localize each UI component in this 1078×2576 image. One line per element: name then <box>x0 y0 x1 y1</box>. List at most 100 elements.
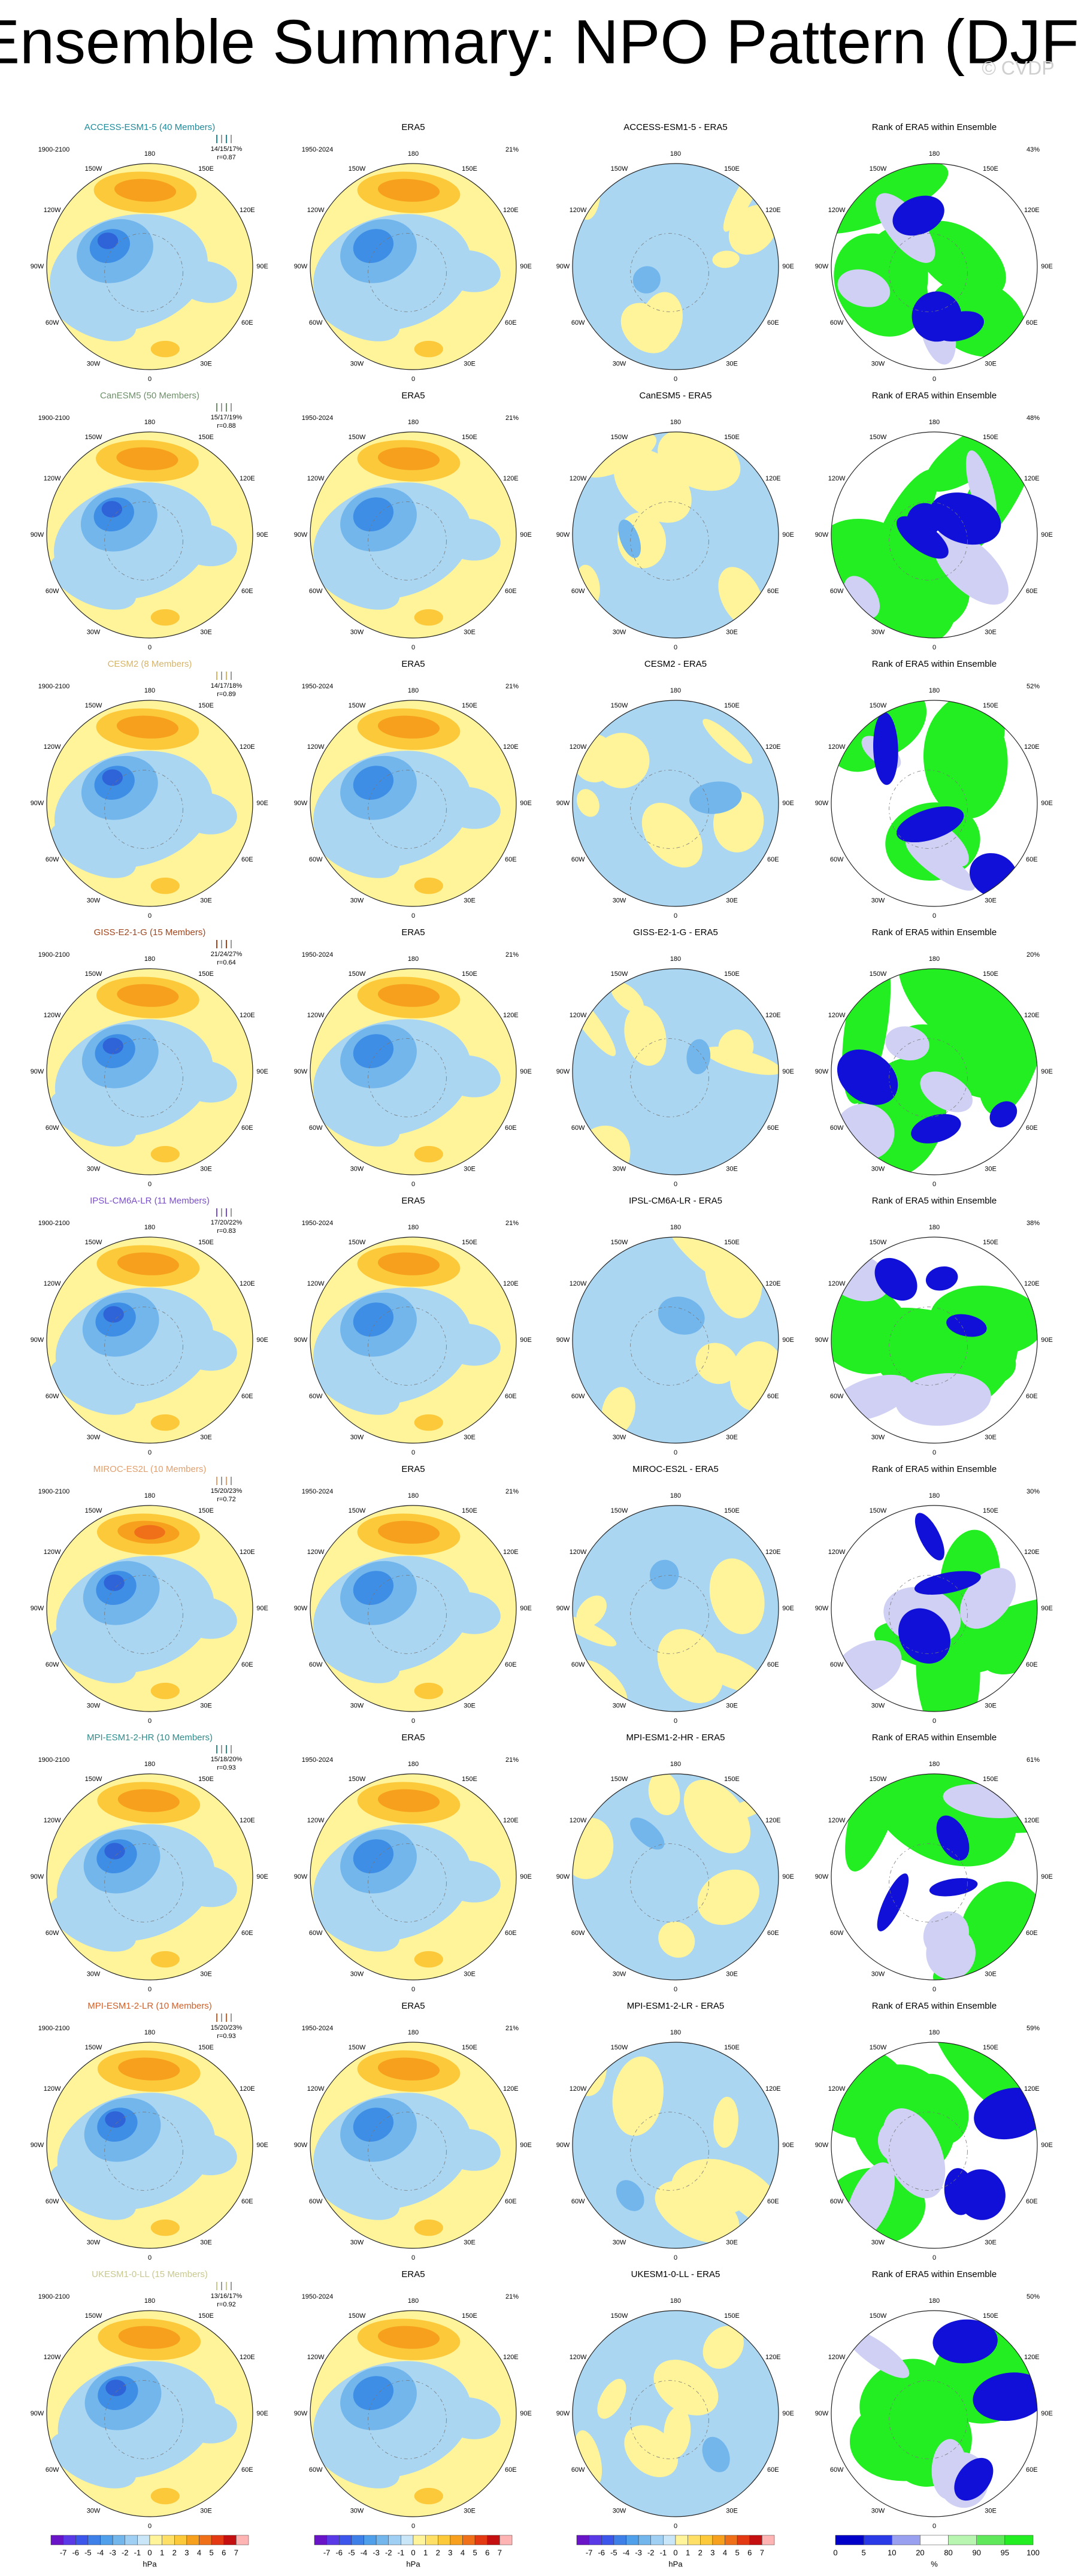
lon-label: 180 <box>408 2029 419 2036</box>
map-shade <box>689 781 742 814</box>
map-shade <box>973 2372 1037 2421</box>
colorbar-label: -7 <box>323 2548 331 2557</box>
lon-label: 90E <box>256 1605 268 1612</box>
map-shade <box>702 2326 744 2369</box>
stats: 14/17/18% <box>211 682 243 690</box>
percent: 21% <box>505 1488 519 1495</box>
lon-label: 120W <box>44 2354 61 2361</box>
lon-label: 30W <box>350 2508 364 2515</box>
lon-label: 30E <box>200 629 212 636</box>
lon-label: 0 <box>148 644 152 651</box>
map-shade <box>377 1789 440 1812</box>
map-shade <box>50 1626 137 1683</box>
lon-label: 60W <box>830 2466 844 2474</box>
lon-label: 30W <box>87 1971 101 1978</box>
coast-hint <box>630 1843 709 1922</box>
panel-title: Rank of ERA5 within Ensemble <box>872 2269 997 2279</box>
colorbar-box <box>413 2535 426 2545</box>
map <box>310 969 516 1175</box>
corr: r=0.89 <box>217 691 236 698</box>
lon-label: 120W <box>828 743 846 751</box>
panel-title: CanESM5 (50 Members) <box>100 391 199 401</box>
lon-label: 30E <box>464 1166 476 1173</box>
lon-label: 120W <box>44 475 61 482</box>
lon-label: 180 <box>670 2029 681 2036</box>
lon-label: 60W <box>830 2198 844 2205</box>
lon-label: 180 <box>144 419 155 426</box>
coast-hint <box>368 2380 447 2459</box>
map-shade <box>377 1520 440 1544</box>
panel-title: ERA5 <box>401 1196 425 1206</box>
map-shade <box>957 2169 1006 2220</box>
lon-label: 60E <box>505 1393 517 1400</box>
lon-label: 150W <box>349 1776 366 1783</box>
panel-title: Rank of ERA5 within Ensemble <box>872 1464 997 1474</box>
lon-label: 60E <box>767 2198 779 2205</box>
lon-label: 60W <box>309 588 323 595</box>
lon-label: 120E <box>765 1817 781 1824</box>
lon-label: 120E <box>1024 475 1040 482</box>
lon-label: 0 <box>932 376 936 383</box>
lon-label: 120E <box>503 1012 519 1019</box>
lon-label: 30W <box>871 361 885 368</box>
lon-label: 120W <box>570 2085 587 2093</box>
lon-label: 60W <box>830 1930 844 1937</box>
colorbar-box <box>712 2535 725 2545</box>
percent: 61% <box>1026 1756 1040 1764</box>
colorbar-label: 5 <box>862 2548 866 2557</box>
lon-label: 60E <box>1026 1393 1038 1400</box>
lon-label: 30E <box>200 1166 212 1173</box>
map-shade <box>573 969 779 1175</box>
lon-label: 90W <box>556 2142 570 2149</box>
lon-label: 90W <box>556 263 570 270</box>
map-shade <box>573 1615 617 1647</box>
years: 1950-2024 <box>302 1220 334 1227</box>
lon-label: 90E <box>1041 531 1053 539</box>
map-shade <box>929 492 1001 545</box>
colorbar-label: 20 <box>916 2548 924 2557</box>
stats: 15/17/19% <box>211 414 243 421</box>
years: 1950-2024 <box>302 2293 334 2300</box>
map-shade <box>915 220 1006 299</box>
colorbar-label: 5 <box>735 2548 740 2557</box>
lon-label: 120W <box>828 2085 846 2093</box>
map-border <box>572 431 779 639</box>
lon-label: 180 <box>929 2297 940 2305</box>
lon-label: 30W <box>350 1703 364 1710</box>
colorbar-label: -2 <box>647 2548 655 2557</box>
lon-label: 0 <box>148 2523 152 2530</box>
lon-label: 180 <box>929 1492 940 1499</box>
coast-hint <box>630 2112 709 2191</box>
lon-label: 90E <box>782 800 794 807</box>
lon-label: 0 <box>148 1181 152 1188</box>
colorbar-label: 80 <box>944 2548 952 2557</box>
lon-label: 120W <box>570 475 587 482</box>
lon-label: 150E <box>983 2044 998 2051</box>
map-shade <box>50 553 137 610</box>
panel-title: MIROC-ES2L (10 Members) <box>93 1464 207 1474</box>
colorbar-box <box>576 2535 589 2545</box>
lon-label: 0 <box>148 912 152 920</box>
map <box>573 432 779 638</box>
map-shade <box>175 524 237 567</box>
colorbar-label: 0 <box>833 2548 837 2557</box>
map-shade <box>175 1060 237 1103</box>
panel-title: IPSL-CM6A-LR (11 Members) <box>90 1196 210 1206</box>
lon-label: 150E <box>462 1776 477 1783</box>
lon-label: 150E <box>462 1239 477 1246</box>
lon-label: 120E <box>1024 207 1040 214</box>
map-shade <box>175 1597 237 1639</box>
colorbar-label: 4 <box>197 2548 201 2557</box>
colorbar-box <box>487 2535 500 2545</box>
years: 1900-2100 <box>38 683 70 690</box>
lon-label: 30W <box>87 629 101 636</box>
map <box>831 164 1037 370</box>
panel-title: ERA5 <box>401 1464 425 1474</box>
lon-label: 90W <box>294 263 308 270</box>
colorbar-label: 6 <box>747 2548 752 2557</box>
map-border <box>310 2310 517 2517</box>
lon-label: 150E <box>198 2312 214 2320</box>
lon-label: 120W <box>570 207 587 214</box>
map <box>47 1774 253 1980</box>
lon-label: 60W <box>830 1124 844 1132</box>
